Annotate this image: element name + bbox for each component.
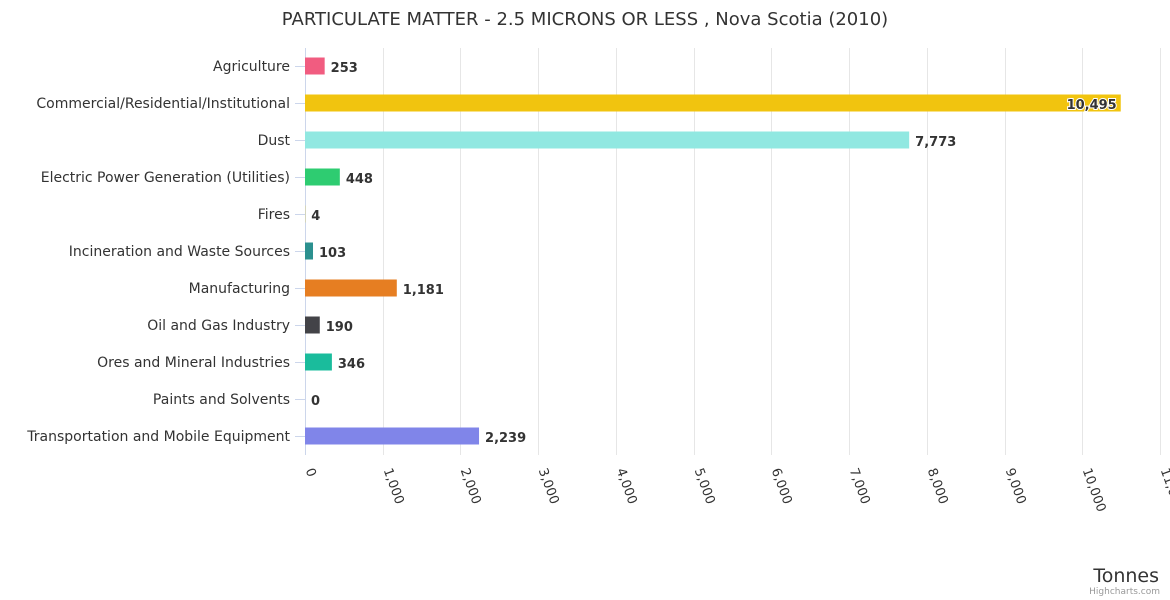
bar[interactable] xyxy=(305,131,910,149)
x-tick-label: 3,000 xyxy=(535,466,562,506)
data-label: 253 xyxy=(331,61,358,76)
x-tick-label: 6,000 xyxy=(768,466,795,506)
category-label: Fires xyxy=(258,207,290,223)
x-tick-label: 2,000 xyxy=(457,466,484,506)
bar[interactable] xyxy=(305,279,397,297)
category-label: Incineration and Waste Sources xyxy=(69,244,290,260)
x-tick-label: 0 xyxy=(302,466,319,479)
category-label: Commercial/Residential/Institutional xyxy=(36,96,290,112)
bar[interactable] xyxy=(305,316,320,334)
data-label: 2,239 xyxy=(485,431,526,446)
category-label: Dust xyxy=(258,133,291,149)
data-label: 346 xyxy=(338,357,365,372)
x-tick-labels: 0 1,000 2,000 3,000 4,000 5,000 6,000 7,000 8,00… xyxy=(302,466,1170,514)
category-labels: Agriculture Commercial/Residential/Instit… xyxy=(26,59,290,445)
x-tick-label: 4,000 xyxy=(613,466,640,506)
data-label: 4 xyxy=(311,209,320,224)
bars xyxy=(305,57,1121,445)
category-label: Ores and Mineral Industries xyxy=(97,355,290,371)
x-tick-label: 10,000 xyxy=(1079,466,1109,514)
chart-title: PARTICULATE MATTER - 2.5 MICRONS OR LESS… xyxy=(282,9,888,30)
x-tick-label: 1,000 xyxy=(380,466,407,506)
x-tick-label: 5,000 xyxy=(691,466,718,506)
x-axis-title: Tonnes xyxy=(1092,565,1159,587)
data-label: 0 xyxy=(311,394,320,409)
x-tick-label: 11,000 xyxy=(1157,466,1170,514)
data-label: 448 xyxy=(346,172,373,187)
bar[interactable] xyxy=(305,427,480,445)
data-label: 7,773 xyxy=(915,135,956,150)
bar[interactable] xyxy=(305,57,325,75)
category-label: Electric Power Generation (Utilities) xyxy=(41,170,290,186)
data-labels: 253 10,495 7,773 448 4 103 1,181 190 346 0 2,239 xyxy=(311,61,1118,446)
bar[interactable] xyxy=(305,353,332,371)
category-label: Agriculture xyxy=(213,59,290,75)
x-tick-label: 8,000 xyxy=(924,466,951,506)
data-label: 1,181 xyxy=(403,283,444,298)
x-tick-label: 9,000 xyxy=(1002,466,1029,506)
data-label: 10,495 xyxy=(1067,98,1117,113)
bar[interactable] xyxy=(305,168,340,186)
category-label: Manufacturing xyxy=(189,281,290,297)
credits-link[interactable]: Highcharts.com xyxy=(1089,587,1160,597)
category-label: Oil and Gas Industry xyxy=(147,318,290,334)
grid-lines xyxy=(295,48,1161,455)
bar[interactable] xyxy=(305,94,1121,112)
data-label: 103 xyxy=(319,246,346,261)
data-label: 190 xyxy=(326,320,353,335)
category-label: Paints and Solvents xyxy=(153,392,290,408)
bar[interactable] xyxy=(305,242,314,260)
x-tick-label: 7,000 xyxy=(846,466,873,506)
category-label: Transportation and Mobile Equipment xyxy=(26,429,290,445)
